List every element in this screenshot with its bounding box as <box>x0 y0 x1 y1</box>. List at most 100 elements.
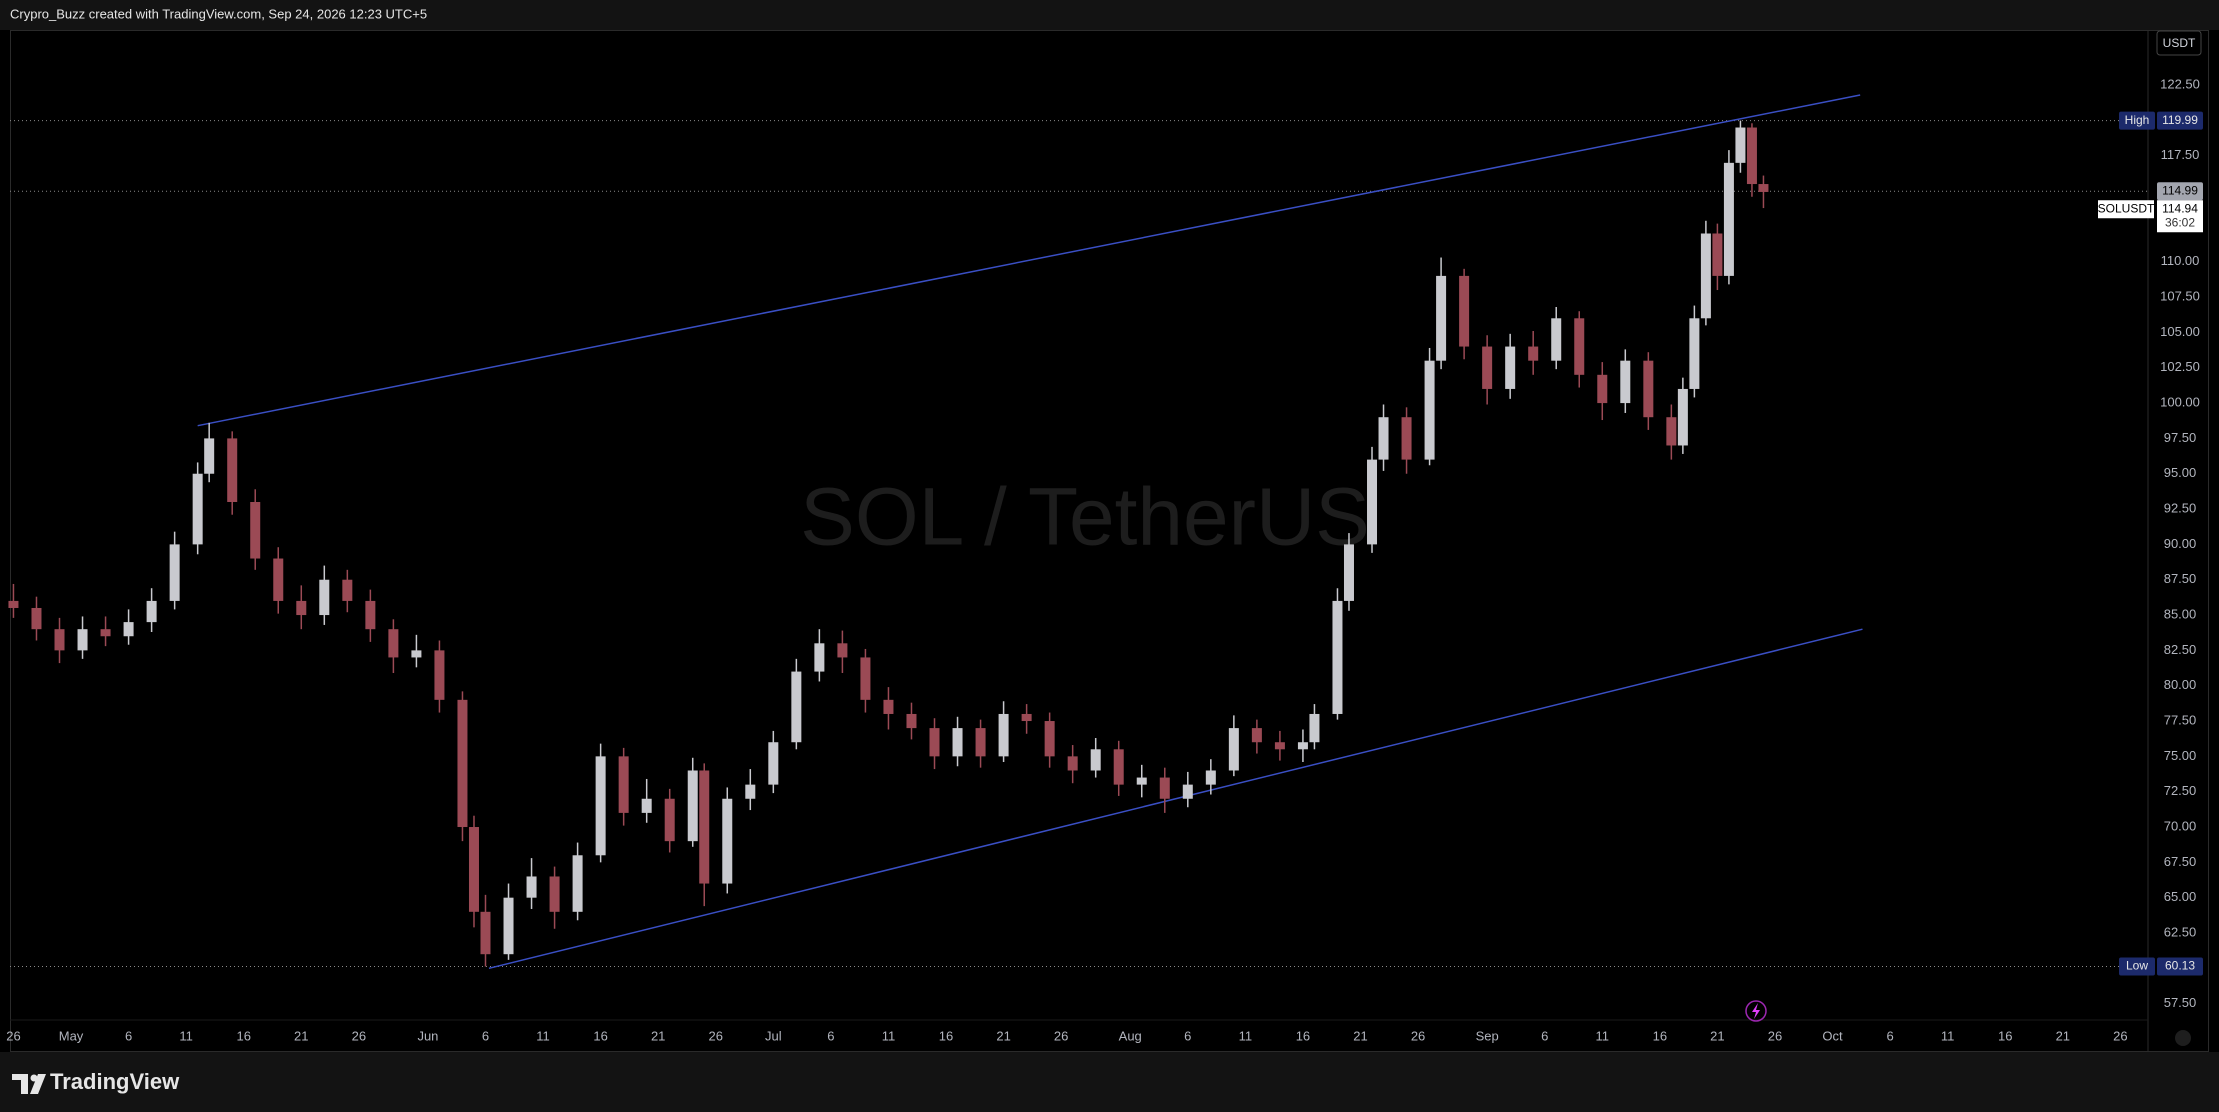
candle-body <box>1159 777 1170 799</box>
y-tick-label: 77.50 <box>2164 712 2197 727</box>
candle-body <box>1459 275 1470 347</box>
x-tick-label: 21 <box>2056 1028 2070 1043</box>
symbol-label: SOLUSDT <box>2098 201 2155 215</box>
x-tick-label: 26 <box>352 1028 366 1043</box>
candle-body <box>1182 784 1193 799</box>
x-tick-label: May <box>59 1028 84 1043</box>
candle-body <box>1067 756 1078 771</box>
candle-body <box>204 438 215 474</box>
currency-label[interactable]: USDT <box>2163 36 2196 50</box>
y-tick-label: 97.50 <box>2164 430 2197 445</box>
x-tick-label: Oct <box>1822 1028 1843 1043</box>
candle-body <box>722 798 733 884</box>
candle-body <box>1666 417 1677 446</box>
current-price-bg <box>2157 200 2203 233</box>
candle-body <box>1297 742 1308 750</box>
candle-body <box>169 544 180 601</box>
candle-body <box>457 699 468 828</box>
candle-body <box>54 629 65 651</box>
candle-body <box>146 600 157 623</box>
candle-body <box>1343 544 1354 601</box>
badge-label: Low <box>2126 959 2148 973</box>
brand-logo <box>12 1074 46 1094</box>
y-tick-label: 92.50 <box>2164 501 2197 516</box>
candle-body <box>342 579 353 601</box>
candle-body <box>365 600 376 630</box>
footer-bar <box>0 1052 2219 1112</box>
brand-name: TradingView <box>50 1069 180 1094</box>
candle-body <box>273 558 284 601</box>
x-tick-label: 21 <box>996 1028 1010 1043</box>
candle-body <box>687 770 698 842</box>
x-tick-label: 11 <box>1239 1028 1253 1043</box>
candle-body <box>1643 360 1654 418</box>
candle-body <box>641 798 652 813</box>
candle-body <box>1689 318 1700 389</box>
candle-body <box>250 501 261 559</box>
x-tick-label: 26 <box>709 1028 723 1043</box>
x-tick-label: 26 <box>1054 1028 1068 1043</box>
candle-body <box>664 798 675 842</box>
candle-body <box>192 473 203 545</box>
badge-value-bg <box>2157 957 2203 976</box>
candle-body <box>1367 459 1378 545</box>
x-tick-label: 21 <box>1353 1028 1367 1043</box>
candle-body <box>1424 360 1435 460</box>
candle-body <box>8 600 19 608</box>
badge-label-bg <box>2119 111 2155 130</box>
candle-body <box>975 728 986 757</box>
y-tick-label: 117.50 <box>2161 147 2200 162</box>
alert-icon[interactable] <box>1745 1000 1767 1022</box>
y-tick-label: 95.00 <box>2164 465 2197 480</box>
header-bar <box>0 0 2219 30</box>
candle-body <box>1735 127 1746 163</box>
candle-body <box>434 650 445 700</box>
x-tick-label: 21 <box>1710 1028 1724 1043</box>
y-tick-label: 57.50 <box>2164 995 2197 1010</box>
currency-button[interactable] <box>2156 30 2202 56</box>
x-tick-label: 16 <box>1296 1028 1310 1043</box>
x-tick-label: 6 <box>482 1028 489 1043</box>
candle-body <box>952 728 963 757</box>
candle-body <box>1113 749 1124 785</box>
x-tick-label: 21 <box>651 1028 665 1043</box>
candle-body <box>100 629 111 637</box>
x-tick-label: 6 <box>1184 1028 1191 1043</box>
x-tick-label: 21 <box>294 1028 308 1043</box>
candle-body <box>745 784 756 799</box>
x-tick-label: 16 <box>236 1028 250 1043</box>
x-tick-label: 26 <box>1768 1028 1782 1043</box>
x-tick-label: 11 <box>1941 1028 1955 1043</box>
badge-label-bg <box>2119 957 2155 976</box>
candle-body <box>319 579 330 616</box>
candle-body <box>123 622 134 637</box>
candle-body <box>1044 721 1055 757</box>
candle-body <box>1436 275 1447 361</box>
x-tick-label: 6 <box>125 1028 132 1043</box>
y-tick-label: 70.00 <box>2164 818 2197 833</box>
x-tick-label: 16 <box>939 1028 953 1043</box>
candle-body <box>572 855 583 912</box>
last-price-bg <box>2157 182 2203 201</box>
y-tick-label: 82.50 <box>2164 642 2197 657</box>
candle-body <box>526 876 537 898</box>
auto-scale-button[interactable] <box>2175 1030 2191 1046</box>
x-tick-label: 6 <box>1886 1028 1893 1043</box>
x-tick-label: 6 <box>827 1028 834 1043</box>
candle-body <box>1620 360 1631 404</box>
candle-body <box>1205 770 1216 785</box>
badge-value: 119.99 <box>2162 113 2198 127</box>
candle-body <box>1021 713 1032 722</box>
x-tick-label: Jun <box>417 1028 438 1043</box>
brand-logo-dot <box>30 1074 38 1082</box>
candle-body <box>296 600 307 616</box>
y-tick-label: 102.50 <box>2160 359 2200 374</box>
candle-body <box>791 671 802 743</box>
x-tick-label: 26 <box>1411 1028 1425 1043</box>
x-tick-label: 11 <box>1596 1028 1610 1043</box>
candle-body <box>1274 742 1285 750</box>
x-tick-label: 16 <box>1998 1028 2012 1043</box>
candle-body <box>699 770 710 884</box>
